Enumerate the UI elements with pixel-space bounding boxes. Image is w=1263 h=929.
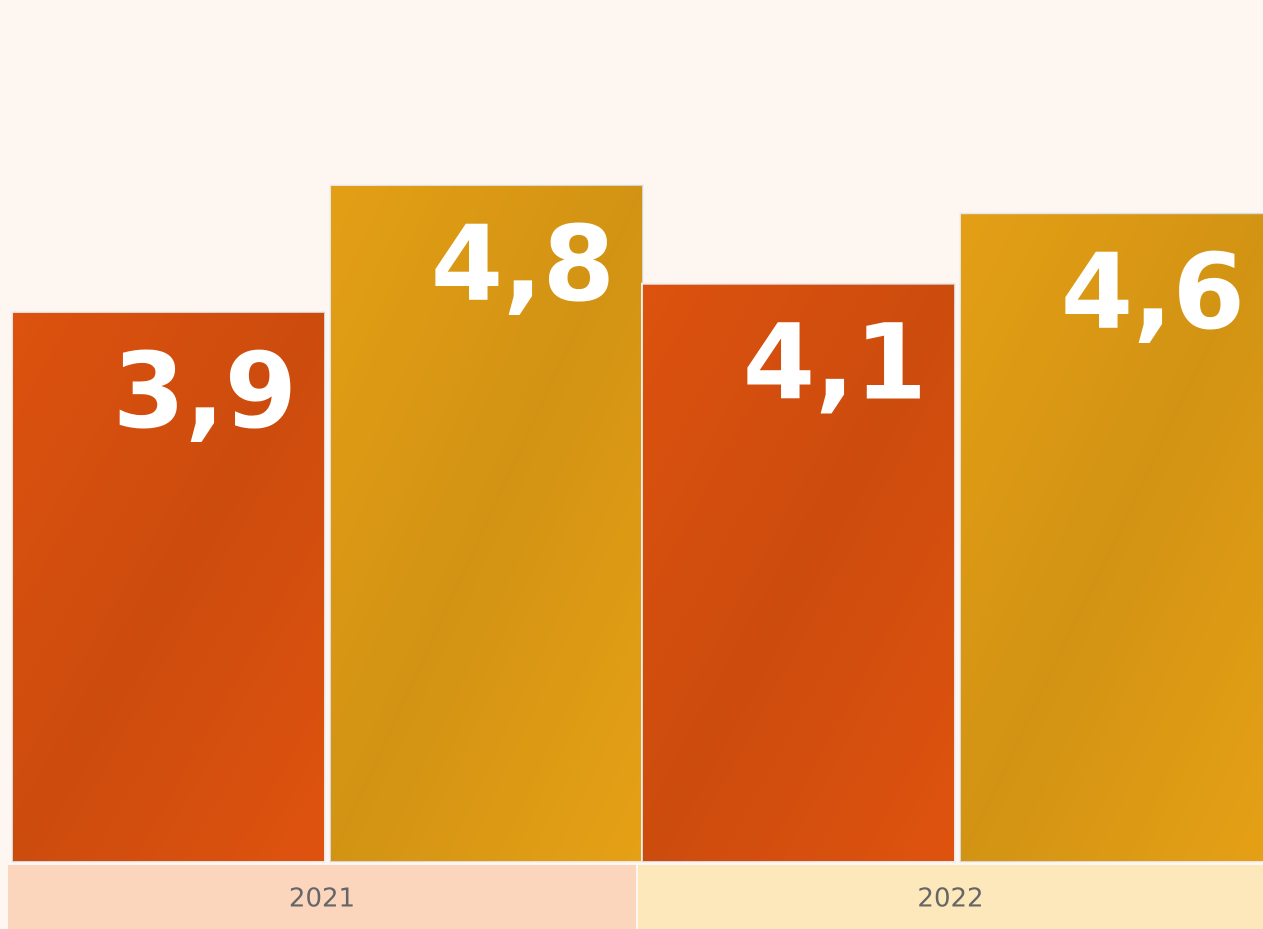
bar-shade [642, 283, 955, 863]
value-label: 3,9 [113, 330, 297, 452]
value-label: 4,6 [1061, 231, 1245, 353]
x-tick-label: 2022 [917, 884, 983, 914]
category-band [638, 865, 1263, 929]
bar-shade [330, 185, 643, 862]
category-band [8, 865, 636, 929]
x-tick-label: 2021 [289, 884, 355, 914]
bar-shade [12, 311, 325, 862]
value-label: 4,8 [431, 203, 615, 325]
value-label: 4,1 [743, 302, 927, 424]
bar-shade [960, 213, 1263, 863]
